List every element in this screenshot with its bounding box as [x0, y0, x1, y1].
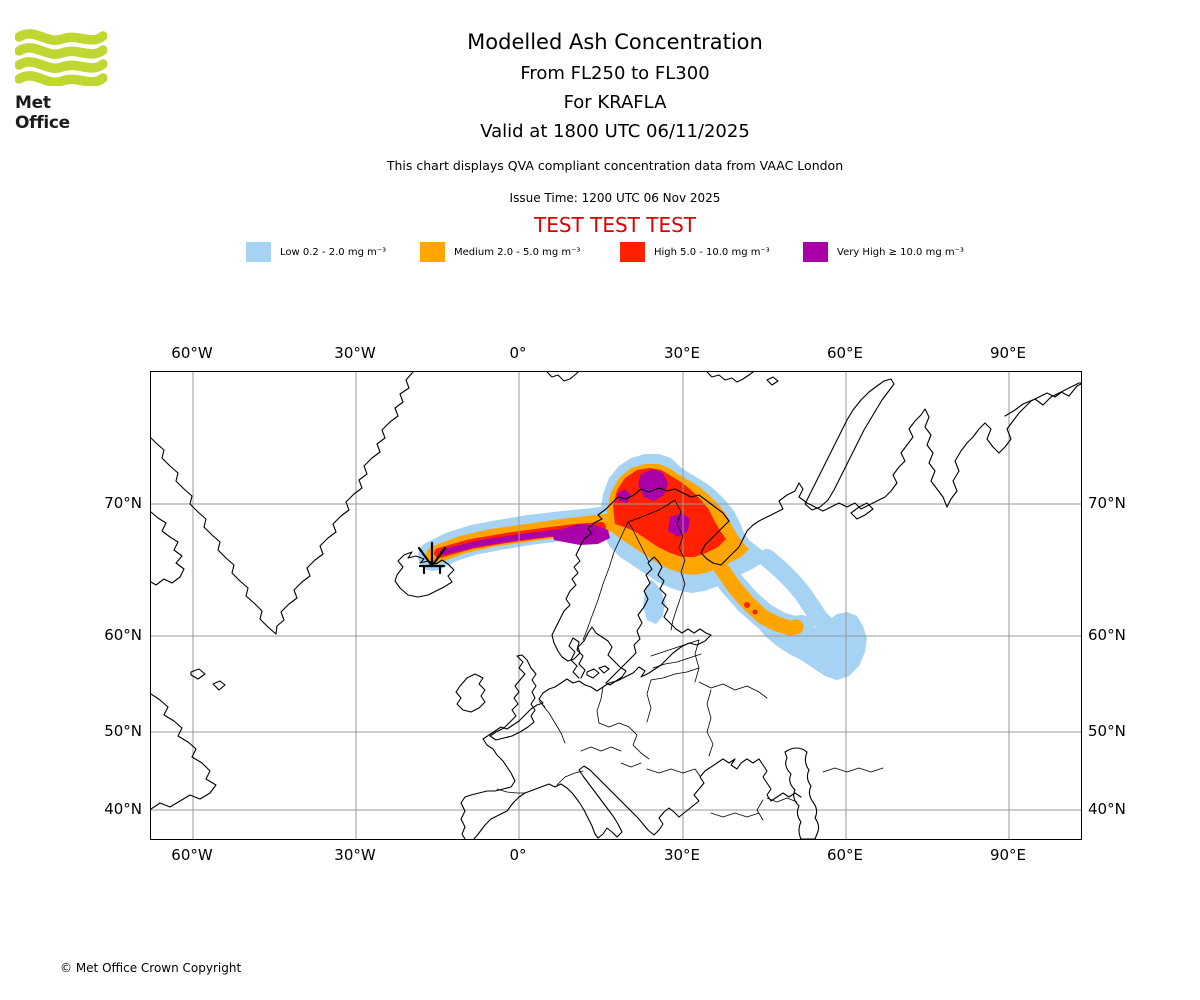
coast-arctic-island — [766, 376, 779, 386]
volcano-eruption-icon — [417, 541, 447, 575]
x-tick-top-30w: 30°W — [334, 344, 376, 362]
y-tick-right-50n: 50°N — [1088, 722, 1126, 740]
met-office-logo: Met Office — [14, 28, 108, 133]
coast-canada-north — [151, 511, 185, 586]
chart-subtitle-flight-levels: From FL250 to FL300 — [520, 63, 710, 84]
legend-swatch-low-icon — [246, 242, 271, 262]
x-tick-bottom-30w: 30°W — [334, 846, 376, 864]
x-tick-bottom-90e: 90°E — [989, 846, 1027, 864]
legend-item-high: High 5.0 - 10.0 mg m⁻³ — [620, 242, 770, 262]
coast-mediterranean — [473, 758, 802, 839]
x-tick-bottom-0: 0° — [509, 846, 527, 864]
coast-svalbard — [546, 372, 579, 382]
test-banner: TEST TEST TEST — [533, 213, 696, 237]
coast-great-britain — [489, 654, 537, 741]
ash-very-high-layer — [440, 469, 690, 555]
x-tick-top-0: 0° — [509, 344, 527, 362]
coast-island-labrador2 — [212, 680, 226, 691]
coast-caspian — [784, 747, 820, 839]
coast-sweden-finland — [605, 556, 712, 684]
x-tick-top-60e: 60°E — [826, 344, 864, 362]
coast-vaygach — [850, 502, 874, 520]
logo-waves-icon — [14, 29, 108, 87]
copyright-text: © Met Office Crown Copyright — [60, 961, 242, 975]
y-tick-left-70n: 70°N — [104, 494, 142, 512]
y-tick-left-40n: 40°N — [104, 800, 142, 818]
legend-item-medium: Medium 2.0 - 5.0 mg m⁻³ — [420, 242, 580, 262]
y-tick-right-60n: 60°N — [1088, 626, 1126, 644]
x-tick-bottom-60w: 60°W — [171, 846, 213, 864]
chart-subtitle-volcano: For KRAFLA — [563, 92, 667, 113]
coast-denmark — [568, 637, 586, 679]
x-tick-top-90e: 90°E — [989, 344, 1027, 362]
coast-denmark-isle — [586, 668, 600, 679]
coast-greenland — [151, 372, 414, 635]
coast-franz-josef — [706, 372, 754, 383]
y-tick-left-60n: 60°N — [104, 626, 142, 644]
coast-island-labrador — [190, 668, 206, 680]
chart-subtitle-valid-time: Valid at 1800 UTC 06/11/2025 — [480, 121, 750, 142]
country-borders — [496, 499, 884, 821]
x-tick-bottom-60e: 60°E — [826, 846, 864, 864]
coast-canada-south — [151, 693, 217, 810]
legend-item-low: Low 0.2 - 2.0 mg m⁻³ — [246, 242, 386, 262]
legend-label-high: High 5.0 - 10.0 mg m⁻³ — [654, 246, 770, 258]
legend-label-medium: Medium 2.0 - 5.0 mg m⁻³ — [454, 246, 581, 258]
chart-description: This chart displays QVA compliant concen… — [386, 158, 844, 173]
map-frame — [150, 371, 1082, 840]
legend-label-low: Low 0.2 - 2.0 mg m⁻³ — [280, 246, 387, 258]
coast-russia-north — [658, 382, 1081, 566]
issue-time: Issue Time: 1200 UTC 06 Nov 2025 — [509, 191, 721, 205]
y-tick-left-50n: 50°N — [104, 722, 142, 740]
coast-denmark-isle2 — [598, 665, 610, 674]
legend-item-very-high: Very High ≥ 10.0 mg m⁻³ — [803, 242, 964, 262]
x-tick-top-60w: 60°W — [171, 344, 213, 362]
legend-swatch-medium-icon — [420, 242, 445, 262]
legend-label-very-high: Very High ≥ 10.0 mg m⁻³ — [837, 246, 964, 258]
legend-swatch-high-icon — [620, 242, 645, 262]
coast-ne-corner — [1004, 383, 1081, 417]
x-tick-bottom-30e: 30°E — [663, 846, 701, 864]
y-tick-right-40n: 40°N — [1088, 800, 1126, 818]
coast-ireland — [455, 673, 486, 713]
chart-title: Modelled Ash Concentration — [467, 30, 763, 54]
gridlines — [151, 372, 1081, 839]
logo-wordmark: Met Office — [15, 93, 70, 133]
coast-norway-west — [551, 487, 660, 686]
x-tick-top-30e: 30°E — [663, 344, 701, 362]
coast-novaya-zemlya — [804, 378, 895, 511]
coastlines — [151, 372, 1081, 839]
chart-header: Modelled Ash Concentration From FL250 to… — [30, 30, 1200, 150]
legend-swatch-very-high-icon — [803, 242, 828, 262]
coast-europe-main — [460, 634, 712, 839]
y-tick-right-70n: 70°N — [1088, 494, 1126, 512]
map-canvas — [151, 372, 1081, 839]
coast-iceland — [394, 551, 455, 598]
